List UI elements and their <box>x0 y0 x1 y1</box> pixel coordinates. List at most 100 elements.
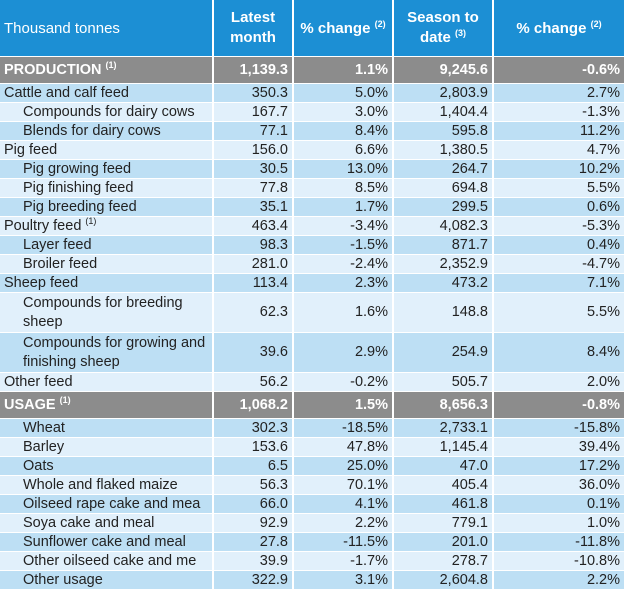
season-value: 405.4 <box>393 475 494 495</box>
latest-value: 39.6 <box>213 332 294 373</box>
pct-change-season: 2.0% <box>493 372 625 392</box>
col-pct-change-season: % change (2) <box>493 0 625 57</box>
season-value: 779.1 <box>393 513 494 533</box>
pct-change-month: 25.0% <box>293 456 394 476</box>
col-season-to-date: Season to date (3) <box>393 0 494 57</box>
latest-value: 463.4 <box>213 216 294 236</box>
pct-change-month: 70.1% <box>293 475 394 495</box>
season-value: 473.2 <box>393 273 494 293</box>
table-row: Pig breeding feed 35.1 1.7% 299.5 0.6% <box>0 197 625 217</box>
pct-change-season: 2.7% <box>493 83 625 103</box>
table-row: Wheat 302.3 -18.5% 2,733.1 -15.8% <box>0 418 625 438</box>
pct-change-month: 47.8% <box>293 437 394 457</box>
pct-change-season: 0.6% <box>493 197 625 217</box>
pct-change-month: 1.6% <box>293 292 394 333</box>
table-row: Soya cake and meal 92.9 2.2% 779.1 1.0% <box>0 513 625 533</box>
pct-change-season: 1.0% <box>493 513 625 533</box>
latest-value: 92.9 <box>213 513 294 533</box>
pct-change-month: 5.0% <box>293 83 394 103</box>
row-label: Blends for dairy cows <box>0 121 214 141</box>
pct-change-month: 1.1% <box>293 56 394 84</box>
season-value: 2,604.8 <box>393 570 494 590</box>
row-label: Compounds for growing and finishing shee… <box>0 332 214 373</box>
pct-change-month: 2.2% <box>293 513 394 533</box>
row-label: Cattle and calf feed <box>0 83 214 103</box>
season-value: 595.8 <box>393 121 494 141</box>
table-row: Other usage 322.9 3.1% 2,604.8 2.2% <box>0 570 625 590</box>
table-row: Pig growing feed 30.5 13.0% 264.7 10.2% <box>0 159 625 179</box>
row-label: Other oilseed cake and me <box>0 551 214 571</box>
row-label: Layer feed <box>0 235 214 255</box>
latest-value: 322.9 <box>213 570 294 590</box>
table-row: Broiler feed 281.0 -2.4% 2,352.9 -4.7% <box>0 254 625 274</box>
col-pct-change-month: % change (2) <box>293 0 394 57</box>
season-value: 254.9 <box>393 332 494 373</box>
pct-change-season: 17.2% <box>493 456 625 476</box>
row-label: Pig breeding feed <box>0 197 214 217</box>
pct-change-season: 5.5% <box>493 292 625 333</box>
row-label: Other feed <box>0 372 214 392</box>
latest-value: 156.0 <box>213 140 294 160</box>
pct-change-month: 3.0% <box>293 102 394 122</box>
latest-value: 281.0 <box>213 254 294 274</box>
pct-change-season: -11.8% <box>493 532 625 552</box>
pct-change-season: -0.6% <box>493 56 625 84</box>
latest-value: 1,139.3 <box>213 56 294 84</box>
pct-change-season: 7.1% <box>493 273 625 293</box>
row-label: Pig growing feed <box>0 159 214 179</box>
table-row: Oats 6.5 25.0% 47.0 17.2% <box>0 456 625 476</box>
pct-change-month: 4.1% <box>293 494 394 514</box>
pct-change-season: 5.5% <box>493 178 625 198</box>
pct-change-month: -1.5% <box>293 235 394 255</box>
pct-change-month: 1.5% <box>293 391 394 419</box>
season-value: 264.7 <box>393 159 494 179</box>
season-value: 2,352.9 <box>393 254 494 274</box>
row-label: Compounds for dairy cows <box>0 102 214 122</box>
pct-change-season: 0.4% <box>493 235 625 255</box>
pct-change-month: 8.4% <box>293 121 394 141</box>
pct-change-season: 8.4% <box>493 332 625 373</box>
latest-value: 56.2 <box>213 372 294 392</box>
latest-value: 113.4 <box>213 273 294 293</box>
pct-change-season: -0.8% <box>493 391 625 419</box>
season-value: 871.7 <box>393 235 494 255</box>
pct-change-season: -4.7% <box>493 254 625 274</box>
pct-change-month: 2.9% <box>293 332 394 373</box>
table-row: Sunflower cake and meal 27.8 -11.5% 201.… <box>0 532 625 552</box>
latest-value: 30.5 <box>213 159 294 179</box>
row-label: Pig finishing feed <box>0 178 214 198</box>
season-value: 1,380.5 <box>393 140 494 160</box>
latest-value: 77.1 <box>213 121 294 141</box>
latest-value: 77.8 <box>213 178 294 198</box>
season-value: 2,733.1 <box>393 418 494 438</box>
season-value: 1,404.4 <box>393 102 494 122</box>
season-value: 201.0 <box>393 532 494 552</box>
season-value: 1,145.4 <box>393 437 494 457</box>
season-value: 4,082.3 <box>393 216 494 236</box>
pct-change-season: 39.4% <box>493 437 625 457</box>
table-row: Layer feed 98.3 -1.5% 871.7 0.4% <box>0 235 625 255</box>
feed-statistics-table: Thousand tonnes Latest month % change (2)… <box>0 0 625 590</box>
row-label: Broiler feed <box>0 254 214 274</box>
pct-change-season: 11.2% <box>493 121 625 141</box>
table-row: Sheep feed 113.4 2.3% 473.2 7.1% <box>0 273 625 293</box>
row-label: Sheep feed <box>0 273 214 293</box>
pct-change-month: -18.5% <box>293 418 394 438</box>
table-row: Compounds for breeding sheep 62.3 1.6% 1… <box>0 292 625 333</box>
season-value: 461.8 <box>393 494 494 514</box>
season-value: 278.7 <box>393 551 494 571</box>
pct-change-season: -10.8% <box>493 551 625 571</box>
header-row: Thousand tonnes Latest month % change (2)… <box>0 0 625 57</box>
section-row-production: PRODUCTION (1) 1,139.3 1.1% 9,245.6 -0.6… <box>0 56 625 84</box>
row-label: Wheat <box>0 418 214 438</box>
pct-change-month: -1.7% <box>293 551 394 571</box>
pct-change-month: -0.2% <box>293 372 394 392</box>
pct-change-season: 10.2% <box>493 159 625 179</box>
section-row-usage: USAGE (1) 1,068.2 1.5% 8,656.3 -0.8% <box>0 391 625 419</box>
table-row: Other feed 56.2 -0.2% 505.7 2.0% <box>0 372 625 392</box>
pct-change-month: 13.0% <box>293 159 394 179</box>
pct-change-month: 6.6% <box>293 140 394 160</box>
pct-change-season: 36.0% <box>493 475 625 495</box>
pct-change-season: -1.3% <box>493 102 625 122</box>
pct-change-month: 1.7% <box>293 197 394 217</box>
